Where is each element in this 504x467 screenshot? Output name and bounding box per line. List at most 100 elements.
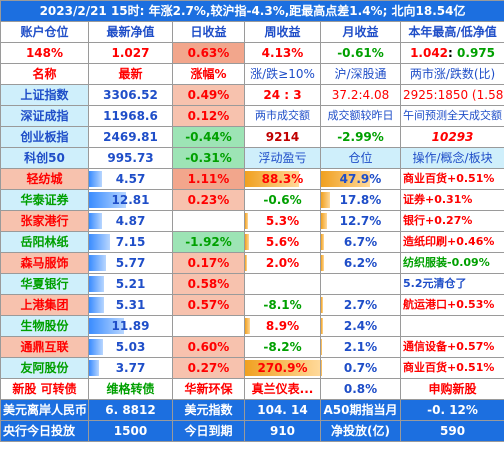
header-advance-decline: 两市涨/跌数(比) — [399, 63, 504, 85]
sector-note[interactable]: 商业百货+0.51% — [399, 357, 504, 379]
floating-pnl-bar — [245, 171, 299, 187]
day-return-value[interactable]: 0.63% — [172, 42, 245, 64]
header-year-high-low: 本年最高/低净值 — [399, 21, 504, 43]
index-row[interactable]: 科创50 995.73 -0.31% 浮动盈亏 仓位 操作/概念/板块 — [0, 147, 504, 169]
new-stock-name-2[interactable]: 真兰仪表... — [244, 378, 321, 400]
stock-price-text: 5.31 — [115, 298, 146, 312]
floating-pnl-text: -8.1% — [263, 298, 302, 312]
stock-pct: 0.23% — [172, 189, 245, 211]
stock-pct: 0.57% — [172, 294, 245, 316]
stock-price-bar — [89, 339, 104, 355]
stock-price-bar — [89, 213, 103, 229]
sheet-title: 2023/2/21 15时: 年涨2.7%,较沪指-4.3%,距最高点差1.4%… — [0, 0, 504, 22]
a50-label: A50期指当月 — [320, 399, 401, 421]
subscribe-new-stock[interactable]: 申购新股 — [399, 378, 504, 400]
header-floating-pnl: 浮动盈亏 — [244, 147, 321, 169]
stock-name: 通鼎互联 — [0, 336, 89, 358]
index-row[interactable]: 上证指数 3306.52 0.49% 24 : 3 37.2:4.08 2925… — [0, 84, 504, 106]
index-row[interactable]: 创业板指 2469.81 -0.44% 9214 -2.99% 10293 — [0, 126, 504, 148]
sector-note[interactable]: 证券+0.31% — [399, 189, 504, 211]
year-separator: : — [448, 46, 458, 60]
pboc-injection-label: 央行今日投放 — [0, 420, 89, 442]
holding-row[interactable]: 通鼎互联 5.03 0.60% -8.2% 2.1% 通信设备+0.57% — [0, 336, 504, 358]
stock-weight: 0.7% — [320, 357, 401, 379]
stock-price-bar — [89, 171, 103, 187]
holding-row[interactable]: 友阿股份 3.77 0.27% 270.9% 0.7% 商业百货+0.51% — [0, 357, 504, 379]
holding-row[interactable]: 生物股份 11.89 8.9% 2.4% — [0, 315, 504, 337]
floating-pnl: 2.0% — [244, 252, 321, 274]
account-position-value[interactable]: 148% — [0, 42, 89, 64]
holding-row[interactable]: 华泰证券 12.81 0.23% -0.6% 17.8% 证券+0.31% — [0, 189, 504, 211]
index-pct: -0.31% — [172, 147, 245, 169]
convertible-bond-name[interactable]: 维格转债 — [88, 378, 173, 400]
sector-note[interactable]: 5.2元清仓了 — [399, 273, 504, 295]
month-return-value[interactable]: -0.61% — [320, 42, 401, 64]
index-pct: 0.49% — [172, 84, 245, 106]
stock-weight-bar — [321, 255, 325, 271]
sector-note[interactable]: 纺织服装-0.09% — [399, 252, 504, 274]
floating-pnl-bar — [245, 234, 249, 250]
stock-weight-bar — [321, 171, 370, 187]
stock-price: 5.77 — [88, 252, 173, 274]
floating-pnl-bar — [245, 318, 251, 334]
stock-weight-text: 2.7% — [343, 298, 378, 312]
holding-row[interactable]: 张家港行 4.87 5.3% 12.7% 银行+0.27% — [0, 210, 504, 232]
stock-weight: 2.4% — [320, 315, 401, 337]
stock-price-text: 4.57 — [115, 172, 146, 186]
index-pct: -0.44% — [172, 126, 245, 148]
holding-row[interactable]: 上港集团 5.31 0.57% -8.1% 2.7% 航运港口+0.53% — [0, 294, 504, 316]
stock-weight: 12.7% — [320, 210, 401, 232]
stock-pct — [172, 210, 245, 232]
sector-note[interactable] — [399, 315, 504, 337]
stock-name: 森马服饰 — [0, 252, 89, 274]
year-high-low-value[interactable]: 1.042: 0.975 — [399, 42, 504, 64]
stock-price: 5.31 — [88, 294, 173, 316]
sector-note[interactable]: 通信设备+0.57% — [399, 336, 504, 358]
header-account-position: 账户仓位 — [0, 21, 89, 43]
stock-pct: -1.92% — [172, 231, 245, 253]
floating-pnl: 5.3% — [244, 210, 321, 232]
stock-name: 上港集团 — [0, 294, 89, 316]
floating-pnl-text: 2.0% — [265, 256, 300, 270]
holding-row[interactable]: 华夏银行 5.21 0.58% 5.2元清仓了 — [0, 273, 504, 295]
holding-row[interactable]: 轻纺城 4.57 1.11% 88.3% 47.9% 商业百货+0.51% — [0, 168, 504, 190]
header-latest: 最新 — [88, 63, 173, 85]
latest-nav-value[interactable]: 1.027 — [88, 42, 173, 64]
stock-price-text: 7.15 — [115, 235, 146, 249]
stock-price-bar — [89, 360, 99, 376]
year-low-value: 0.975 — [457, 46, 495, 60]
holding-row[interactable]: 森马服饰 5.77 0.17% 2.0% 6.2% 纺织服装-0.09% — [0, 252, 504, 274]
stock-price-text: 5.21 — [115, 277, 146, 291]
maturing-value: 910 — [244, 420, 321, 442]
stock-price: 12.81 — [88, 189, 173, 211]
stock-pct: 0.60% — [172, 336, 245, 358]
index-row[interactable]: 深证成指 11968.6 0.12% 两市成交额 成交额较昨日 午间预测全天成交… — [0, 105, 504, 127]
stock-pct — [172, 315, 245, 337]
sector-note[interactable]: 银行+0.27% — [399, 210, 504, 232]
stock-weight-bar — [321, 339, 322, 355]
floating-pnl-text: -8.2% — [263, 340, 302, 354]
sector-note[interactable]: 航运港口+0.53% — [399, 294, 504, 316]
new-stock-row[interactable]: 新股 可转债 维格转债 华新环保 真兰仪表... 0.8% 申购新股 — [0, 378, 504, 400]
index-last: 2469.81 — [88, 126, 173, 148]
stock-weight-bar — [321, 192, 331, 208]
stock-weight-bar — [321, 234, 325, 250]
index-last: 3306.52 — [88, 84, 173, 106]
stock-price-bar — [89, 255, 106, 271]
new-stock-name-1[interactable]: 华新环保 — [172, 378, 245, 400]
stock-pct: 1.11% — [172, 168, 245, 190]
a50-value: -0. 12% — [399, 399, 504, 421]
stock-weight: 2.7% — [320, 294, 401, 316]
header-northbound: 沪/深股通 — [320, 63, 401, 85]
stock-name: 轻纺城 — [0, 168, 89, 190]
stock-weight — [320, 273, 401, 295]
floating-pnl-text: 88.3% — [261, 172, 304, 186]
index-last: 995.73 — [88, 147, 173, 169]
net-injection-label: 净投放(亿) — [320, 420, 401, 442]
holding-row[interactable]: 岳阳林纸 7.15 -1.92% 5.6% 6.7% 造纸印刷+0.46% — [0, 231, 504, 253]
sector-note[interactable]: 造纸印刷+0.46% — [399, 231, 504, 253]
week-return-value[interactable]: 4.13% — [244, 42, 321, 64]
index-pct: 0.12% — [172, 105, 245, 127]
sector-note[interactable]: 商业百货+0.51% — [399, 168, 504, 190]
